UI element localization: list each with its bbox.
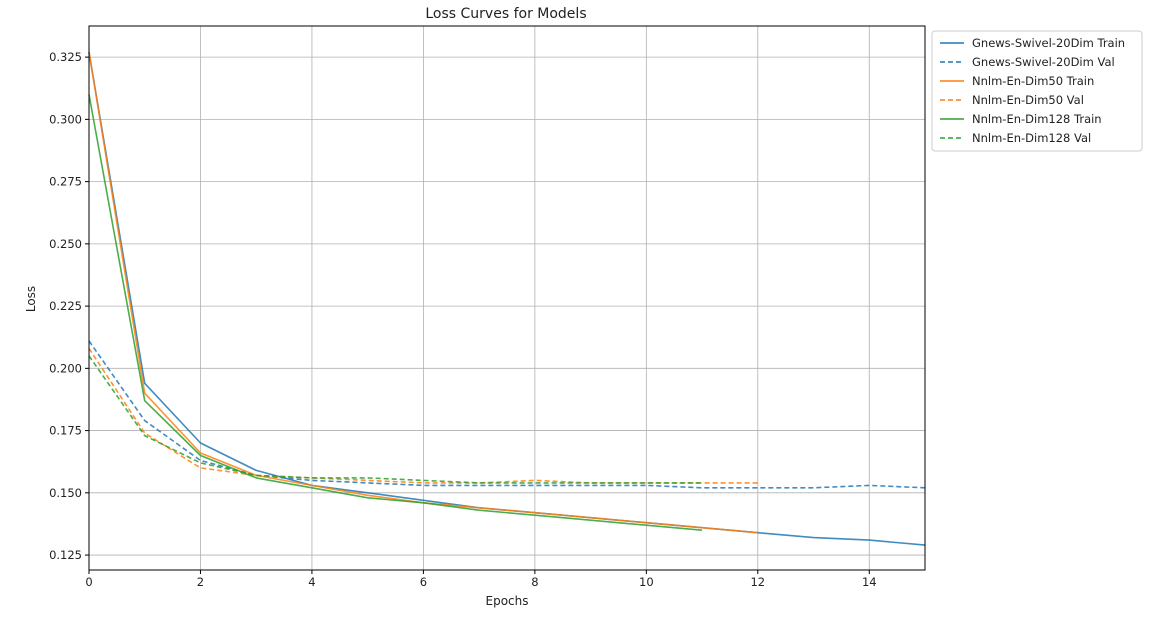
y-tick-label: 0.325 [49, 50, 82, 64]
x-tick-label: 10 [639, 575, 654, 589]
legend-box [931, 30, 1143, 152]
y-tick-label: 0.300 [49, 112, 82, 126]
x-axis-label: Epochs [486, 594, 529, 608]
x-ticks: 0 2 4 6 8 10 12 14 [85, 570, 877, 589]
legend-entry: Nnlm-En-Dim128 Train [972, 112, 1102, 126]
legend-entry: Gnews-Swivel-20Dim Train [972, 36, 1125, 50]
x-tick-label: 4 [308, 575, 315, 589]
x-tick-label: 0 [85, 575, 92, 589]
legend-entry: Nnlm-En-Dim128 Val [972, 131, 1091, 145]
series-line-nnlm-en-dim128-train [88, 94, 703, 531]
y-tick-label: 0.150 [49, 486, 82, 500]
x-tick-label: 14 [862, 575, 877, 589]
legend: Gnews-Swivel-20Dim Train Gnews-Swivel-20D… [931, 30, 1143, 152]
grid-lines [88, 26, 925, 570]
series-line-nnlm-en-dim128-val [88, 355, 703, 484]
y-tick-label: 0.200 [49, 361, 82, 375]
x-tick-label: 8 [531, 575, 538, 589]
series-line-gnews-swivel-20dim-val [88, 340, 926, 489]
y-tick-label: 0.175 [49, 424, 82, 438]
y-tick-label: 0.225 [49, 299, 82, 313]
plot-frame [88, 25, 926, 571]
x-tick-label: 6 [420, 575, 427, 589]
y-tick-label: 0.125 [49, 548, 82, 562]
y-tick-label: 0.275 [49, 175, 82, 189]
legend-entry: Nnlm-En-Dim50 Train [972, 74, 1094, 88]
y-tick-label: 0.250 [49, 237, 82, 251]
chart-title: Loss Curves for Models [425, 6, 586, 22]
legend-entry: Nnlm-En-Dim50 Val [972, 93, 1084, 107]
legend-entry: Gnews-Swivel-20Dim Val [972, 55, 1115, 69]
y-axis-label: Loss [24, 286, 38, 312]
series-lines [88, 51, 926, 546]
x-tick-label: 2 [197, 575, 204, 589]
x-tick-label: 12 [750, 575, 765, 589]
y-ticks: 0.125 0.150 0.175 0.200 0.225 0.250 0.275 0.300… [49, 50, 89, 562]
